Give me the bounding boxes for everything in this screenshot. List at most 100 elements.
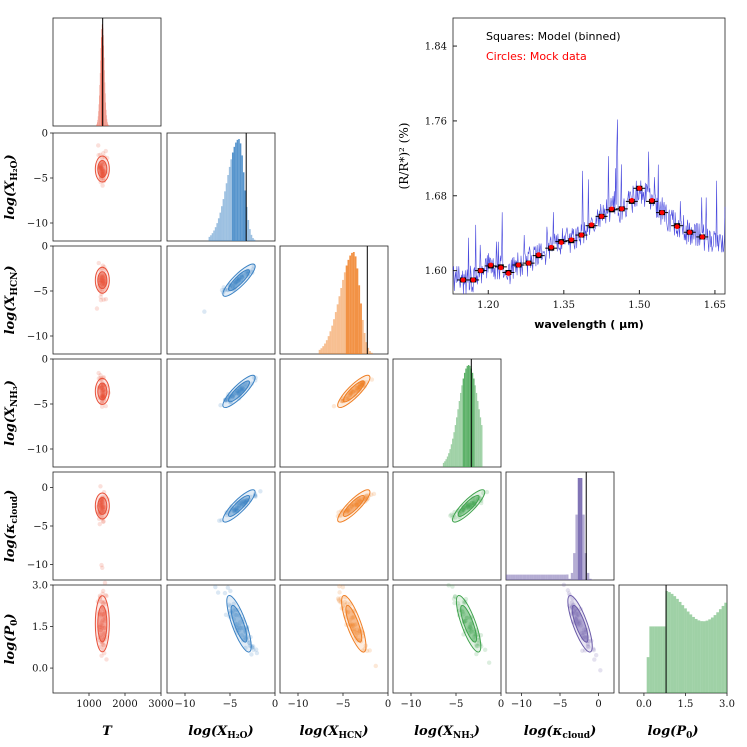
posterior-sample (574, 615, 579, 620)
hist-bar (465, 368, 467, 467)
posterior-sample (349, 621, 355, 627)
hist-bar (510, 574, 513, 580)
hist-bar (97, 116, 99, 126)
hist-bar (107, 123, 109, 126)
posterior-sample (349, 504, 355, 510)
posterior-sample (344, 509, 350, 514)
hist-bar (471, 372, 474, 467)
posterior-sample (585, 643, 591, 649)
posterior-sample (234, 390, 239, 396)
posterior-sample (358, 497, 364, 502)
hist-bar (227, 175, 229, 241)
posterior-sample (356, 386, 361, 391)
posterior-sample (354, 505, 359, 510)
posterior-sample (99, 276, 105, 281)
posterior-sample (357, 498, 362, 503)
posterior-sample (98, 280, 103, 285)
posterior-sample (99, 509, 104, 514)
posterior-sample (336, 597, 342, 602)
mock-data-circle (536, 252, 542, 258)
posterior-sample (98, 274, 104, 279)
posterior-sample (98, 164, 103, 169)
posterior-sample (240, 502, 245, 508)
y-tick-label: −10 (27, 560, 48, 571)
posterior-sample (258, 489, 263, 494)
posterior-sample (354, 502, 359, 508)
posterior-sample (101, 169, 106, 174)
posterior-sample (460, 609, 465, 615)
posterior-sample (357, 497, 362, 502)
posterior-sample (104, 155, 110, 161)
posterior-sample (99, 166, 105, 171)
y-tick-label: 0 (42, 355, 48, 366)
posterior-sample (238, 278, 243, 283)
posterior-sample (100, 604, 105, 609)
hist-bar (334, 312, 337, 354)
posterior-sample (100, 162, 106, 167)
posterior-sample (225, 585, 231, 590)
posterior-sample (98, 385, 104, 391)
x-tick-label: 0.0 (636, 699, 652, 710)
hist-bar (461, 385, 463, 467)
posterior-sample (465, 504, 471, 510)
posterior-sample (239, 387, 244, 392)
mock-data-circle (568, 237, 574, 243)
mock-data-circle (599, 213, 604, 219)
hist-bar (652, 626, 655, 693)
posterior-sample (98, 166, 103, 172)
credible-contour (571, 604, 589, 643)
hist-bar (219, 212, 222, 241)
posterior-sample (486, 660, 492, 665)
posterior-sample (355, 630, 360, 636)
hist-bar (481, 425, 483, 467)
hist-bar (238, 139, 240, 241)
hist-bar (253, 239, 256, 241)
posterior-sample (101, 151, 106, 156)
hist-bar (547, 574, 550, 580)
posterior-sample (346, 609, 351, 615)
posterior-sample (99, 275, 104, 280)
posterior-sample (344, 601, 350, 606)
hist-bar (247, 219, 250, 241)
posterior-sample (464, 615, 469, 621)
posterior-sample (100, 389, 105, 394)
posterior-sample (345, 396, 350, 401)
hist-bar (105, 102, 107, 126)
hist-bar (239, 143, 242, 241)
posterior-sample (349, 504, 354, 509)
y-tick-label: 0 (42, 483, 48, 494)
posterior-sample (351, 626, 356, 632)
hist-bar (325, 340, 328, 354)
y-tick-label: −5 (33, 522, 48, 533)
hist-bar (241, 155, 243, 241)
posterior-sample (342, 599, 348, 605)
posterior-sample (369, 377, 375, 382)
posterior-sample (349, 615, 355, 620)
posterior-sample (233, 390, 239, 396)
x-axis-label: log(P0) (647, 724, 698, 741)
pair-panel-2-3 (279, 358, 389, 468)
posterior-sample (238, 500, 243, 505)
posterior-sample (99, 166, 105, 171)
hist-bar (474, 385, 476, 467)
posterior-sample (97, 165, 103, 171)
posterior-sample (234, 612, 239, 618)
hist-bar (103, 57, 105, 126)
posterior-sample (213, 584, 218, 590)
posterior-sample (355, 502, 360, 507)
hist-bar (354, 256, 357, 354)
posterior-sample (340, 584, 346, 590)
posterior-sample (331, 403, 337, 409)
posterior-sample (218, 403, 223, 408)
hist-bar (217, 218, 220, 241)
posterior-sample (100, 391, 106, 396)
posterior-sample (101, 275, 106, 280)
posterior-sample (250, 644, 256, 649)
posterior-sample (573, 617, 579, 622)
posterior-sample (354, 627, 360, 632)
pair-frame (52, 245, 162, 355)
posterior-sample (594, 653, 599, 658)
posterior-sample (577, 620, 583, 625)
posterior-sample (98, 627, 103, 633)
posterior-sample (476, 641, 481, 646)
